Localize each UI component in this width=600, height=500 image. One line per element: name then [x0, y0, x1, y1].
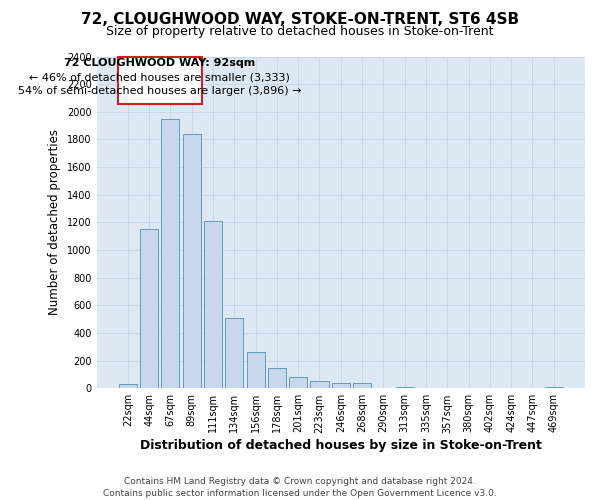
Bar [545, 386, 563, 388]
Text: Size of property relative to detached houses in Stoke-on-Trent: Size of property relative to detached ho… [106, 25, 494, 38]
Bar [119, 384, 137, 388]
Text: 54% of semi-detached houses are larger (3,896) →: 54% of semi-detached houses are larger (… [18, 86, 302, 97]
Text: ← 46% of detached houses are smaller (3,333): ← 46% of detached houses are smaller (3,… [29, 72, 290, 82]
Bar [247, 352, 265, 389]
Bar [353, 384, 371, 388]
Bar [204, 221, 222, 388]
Text: Contains HM Land Registry data © Crown copyright and database right 2024.
Contai: Contains HM Land Registry data © Crown c… [103, 476, 497, 498]
Bar [395, 387, 414, 388]
Text: 72, CLOUGHWOOD WAY, STOKE-ON-TRENT, ST6 4SB: 72, CLOUGHWOOD WAY, STOKE-ON-TRENT, ST6 … [81, 12, 519, 28]
Bar [182, 134, 201, 388]
FancyBboxPatch shape [118, 56, 202, 104]
Bar [268, 368, 286, 388]
Text: 72 CLOUGHWOOD WAY: 92sqm: 72 CLOUGHWOOD WAY: 92sqm [64, 58, 256, 68]
Bar [140, 230, 158, 388]
Bar [225, 318, 244, 388]
Bar [310, 382, 329, 388]
Bar [289, 378, 307, 388]
Bar [332, 383, 350, 388]
X-axis label: Distribution of detached houses by size in Stoke-on-Trent: Distribution of detached houses by size … [140, 440, 542, 452]
Y-axis label: Number of detached properties: Number of detached properties [49, 130, 61, 316]
Bar [161, 118, 179, 388]
